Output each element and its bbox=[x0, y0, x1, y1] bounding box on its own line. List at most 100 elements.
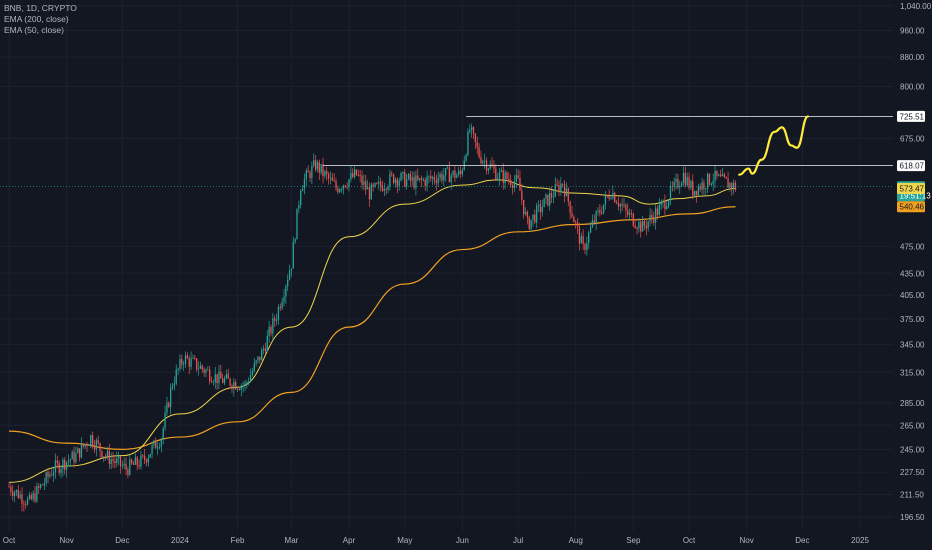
ema-50-badge[interactable]: 573.47 bbox=[900, 185, 925, 194]
candle-body bbox=[575, 222, 577, 224]
ema-200-badge-bg[interactable] bbox=[897, 201, 925, 213]
grid-lines bbox=[0, 0, 893, 532]
candle-body bbox=[374, 183, 376, 187]
horizontal-levels[interactable] bbox=[0, 115, 893, 188]
price-tick-label: 345.00 bbox=[900, 340, 925, 349]
candle-body bbox=[108, 450, 110, 464]
candle-body bbox=[550, 193, 553, 198]
candle-body bbox=[482, 161, 484, 164]
candle-body bbox=[184, 355, 187, 364]
candle-body bbox=[262, 348, 265, 350]
candle-body bbox=[307, 170, 309, 173]
candle-body bbox=[28, 495, 31, 499]
level-badge-bg[interactable] bbox=[897, 160, 925, 172]
candle-body bbox=[541, 207, 543, 213]
candle-body bbox=[181, 359, 183, 365]
candle-body bbox=[392, 174, 395, 184]
candle-body bbox=[253, 363, 255, 372]
candle-body bbox=[526, 211, 529, 218]
candle-body bbox=[679, 186, 681, 188]
symbol-title[interactable]: BNB, 1D, CRYPTO bbox=[4, 3, 77, 13]
candle-body bbox=[264, 348, 267, 352]
candle-body bbox=[573, 216, 575, 223]
price-axis[interactable]: 1,040.00 960.00 880.00 800.00 675.00 475.00 43… bbox=[894, 0, 932, 550]
candle-body bbox=[216, 374, 218, 384]
candle-body bbox=[677, 178, 679, 188]
candle-body bbox=[719, 174, 722, 177]
candle-body bbox=[229, 378, 231, 386]
candle-body bbox=[127, 469, 129, 475]
candle-body bbox=[357, 174, 359, 176]
price-tick-label: 405.00 bbox=[900, 291, 925, 300]
candle-body bbox=[437, 177, 439, 184]
candle-body bbox=[456, 174, 458, 178]
candle-body bbox=[549, 193, 551, 206]
candle-body bbox=[145, 459, 148, 463]
candle-body bbox=[716, 170, 718, 176]
candle-body bbox=[142, 455, 144, 457]
candle-body bbox=[690, 180, 692, 188]
candle-body bbox=[578, 226, 581, 244]
candle-body bbox=[576, 222, 579, 227]
candle-body bbox=[669, 186, 672, 201]
candle-body bbox=[223, 378, 226, 383]
projection-drawing[interactable] bbox=[738, 115, 810, 176]
candle-body bbox=[272, 318, 274, 334]
candle-body bbox=[129, 459, 131, 475]
candle-body bbox=[601, 212, 603, 214]
candle-body bbox=[378, 181, 380, 184]
candle-body bbox=[641, 220, 644, 232]
candle-body bbox=[667, 200, 670, 207]
candle-body bbox=[439, 173, 441, 178]
candle-body bbox=[517, 175, 519, 178]
candle-body bbox=[203, 369, 205, 373]
candle-body bbox=[428, 176, 430, 177]
price-tick-label: 227.50 bbox=[900, 468, 925, 477]
level-badge[interactable]: 618.07 bbox=[900, 162, 925, 171]
candle-body bbox=[52, 472, 55, 476]
level-badge-bg[interactable] bbox=[897, 110, 925, 122]
candle-body bbox=[502, 170, 504, 183]
candle-body bbox=[539, 204, 542, 213]
candle-body bbox=[610, 197, 612, 199]
candle-body bbox=[695, 190, 698, 196]
candle-body bbox=[30, 495, 32, 500]
candle-body bbox=[547, 194, 549, 206]
candle-body bbox=[75, 453, 77, 463]
level-badge[interactable]: 725.51 bbox=[900, 112, 925, 121]
candle-body bbox=[632, 213, 634, 226]
time-axis[interactable]: Oct Nov Dec 2024 Feb Mar Apr May Jun Jul Aug Sep Oct… bbox=[0, 533, 932, 550]
candle-body bbox=[15, 489, 18, 493]
candle-body bbox=[441, 173, 443, 181]
candle-body bbox=[692, 180, 694, 196]
candle-body bbox=[54, 460, 57, 473]
candle-body bbox=[199, 365, 202, 369]
candle-body bbox=[461, 169, 464, 175]
candle-body bbox=[366, 187, 369, 190]
ema-50-legend[interactable]: EMA (50, close) bbox=[4, 25, 64, 35]
candle-body bbox=[619, 204, 621, 207]
price-tick-label: 315.00 bbox=[900, 368, 925, 377]
candle-body bbox=[212, 382, 215, 383]
ema-200-legend[interactable]: EMA (200, close) bbox=[4, 14, 69, 24]
candle-body bbox=[248, 381, 250, 383]
current-price-badge-countdown[interactable]: 19:51:13 bbox=[900, 192, 932, 201]
projection-path[interactable] bbox=[738, 115, 810, 176]
candle-body bbox=[225, 374, 228, 379]
candle-body bbox=[710, 183, 712, 185]
candle-body bbox=[352, 173, 354, 178]
candle-body bbox=[58, 462, 60, 473]
candle-body bbox=[417, 175, 419, 180]
candle-body bbox=[493, 166, 495, 169]
ema-200-badge[interactable]: 540.46 bbox=[900, 203, 925, 212]
candle-body bbox=[287, 279, 289, 287]
candle-body bbox=[156, 447, 159, 449]
candle-body bbox=[240, 385, 242, 390]
candle-body bbox=[604, 195, 607, 205]
ema-50-badge-bg[interactable] bbox=[897, 183, 925, 195]
candle-body bbox=[355, 169, 358, 175]
candle-body bbox=[246, 382, 248, 384]
candle-body bbox=[471, 127, 473, 130]
candle-body bbox=[290, 268, 293, 271]
